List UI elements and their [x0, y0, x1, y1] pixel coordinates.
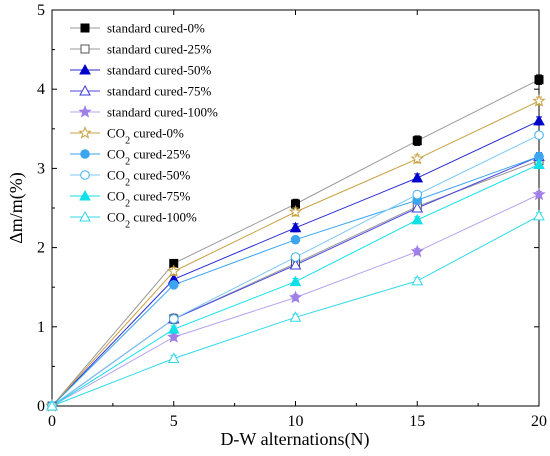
data-point [412, 189, 423, 200]
x-tick-label: 0 [48, 413, 56, 430]
y-tick-label: 1 [37, 319, 45, 336]
y-tick-label: 0 [37, 398, 45, 415]
data-point [412, 136, 422, 146]
data-point [288, 290, 303, 304]
data-point [533, 114, 545, 126]
data-point [533, 209, 545, 221]
data-point [168, 280, 179, 290]
legend-marker [80, 44, 90, 54]
legend-label-2: standard cured-25% [107, 42, 211, 57]
legend-label-4: standard cured-75% [107, 84, 211, 99]
data-point [533, 158, 545, 169]
legend-label-5: standard cured-100% [107, 105, 218, 120]
data-point [288, 204, 303, 218]
data-point [411, 274, 424, 286]
x-tick-label: 20 [531, 413, 547, 430]
x-tick-label: 10 [288, 413, 304, 430]
y-tick-label: 5 [37, 2, 45, 19]
data-point [168, 314, 179, 324]
data-point [46, 399, 58, 411]
legend-marker [79, 189, 91, 201]
legend-marker [80, 170, 90, 180]
data-point [289, 311, 302, 322]
legend-marker [79, 84, 91, 96]
y-axis-label: Δm/m(%) [6, 172, 27, 244]
data-point [532, 94, 546, 107]
legend-marker [80, 23, 90, 33]
x-axis-label: D-W alternations(N) [220, 429, 369, 450]
data-point [410, 151, 424, 165]
data-point [411, 201, 424, 213]
data-point [532, 187, 546, 201]
data-point [411, 213, 424, 225]
data-point [411, 171, 424, 183]
data-point [534, 130, 544, 140]
legend-label-3: standard cured-50% [107, 63, 211, 78]
series-markers [45, 74, 546, 412]
data-point [289, 221, 302, 233]
y-tick-label: 3 [37, 160, 45, 177]
legend-label-6: CO2 cured-0% [107, 126, 184, 147]
legend-label-8: CO2 cured-50% [107, 168, 191, 189]
data-point [167, 352, 180, 363]
legend-label-1: standard cured-0% [107, 21, 205, 36]
data-point [289, 275, 302, 287]
x-tick-label: 5 [170, 413, 178, 430]
data-point [167, 264, 181, 278]
axis-ticks: 0 5 10 15 20 0 1 2 3 4 5 [37, 2, 547, 430]
data-point [290, 234, 301, 245]
legend-marker [78, 105, 92, 118]
data-point [290, 252, 301, 262]
legend-label-9: CO2 cured-75% [107, 189, 191, 210]
legend-label-10: CO2 cured-100% [107, 210, 197, 231]
x-tick-label: 15 [409, 413, 425, 430]
data-point [289, 258, 302, 270]
data-point [167, 330, 181, 343]
legend-marker [78, 126, 92, 139]
legend-marker [79, 210, 91, 222]
legend-marker [79, 63, 91, 75]
data-point [167, 323, 180, 334]
y-tick-label: 4 [37, 81, 45, 98]
y-tick-label: 2 [37, 240, 45, 257]
legend-marker [80, 149, 90, 159]
legend: standard cured-0% standard cured-25% stand… [70, 21, 218, 231]
data-point [410, 244, 424, 258]
legend-label-7: CO2 cured-25% [107, 147, 191, 168]
data-point [534, 75, 544, 85]
